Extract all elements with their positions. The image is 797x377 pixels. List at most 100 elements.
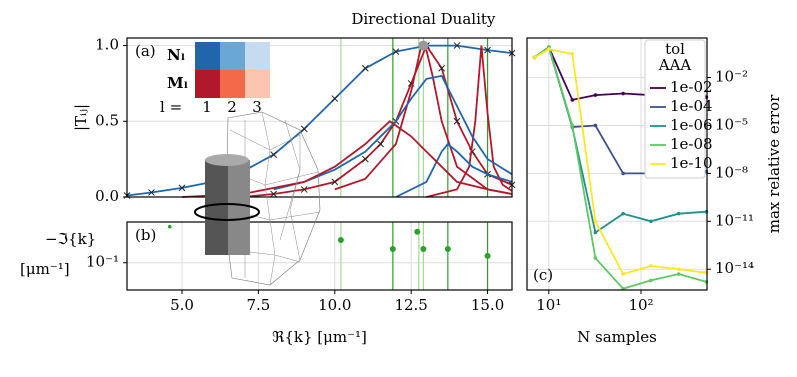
point-marker: [331, 178, 339, 186]
point-marker: [361, 155, 369, 163]
cylinder-shade: [228, 160, 250, 255]
rotation-arrow: [194, 203, 260, 221]
x-tick-label: 7.5: [246, 296, 270, 314]
y-tick-label: 10⁻⁸: [715, 163, 748, 181]
annotation-marker: [418, 40, 429, 51]
y-tick-label: 10⁻¹⁴: [715, 259, 754, 277]
panel-label: (a): [135, 42, 156, 60]
x-axis-label: N samples: [577, 328, 657, 346]
point-marker: [438, 64, 446, 72]
series-line: [126, 44, 513, 197]
point: [414, 228, 421, 235]
point-marker: [676, 272, 681, 276]
point-marker: [676, 211, 681, 216]
legend-column-label: 2: [227, 98, 237, 116]
point-marker: [621, 171, 625, 176]
point-marker: [270, 190, 278, 198]
legend-box: [644, 39, 706, 179]
x-tick-label: 10.0: [318, 296, 351, 314]
series-line: [534, 48, 707, 276]
point-marker: [593, 256, 598, 260]
point-marker: [570, 98, 575, 102]
series-line: [181, 120, 513, 198]
legend-label: 1e-06: [670, 116, 713, 134]
point-marker: [331, 95, 339, 102]
legend-label: 1e-10: [670, 154, 713, 172]
point-marker: [270, 151, 278, 158]
point-marker: [649, 219, 653, 224]
point-marker: [593, 93, 598, 97]
legend-swatch: [220, 70, 245, 98]
point-marker: [621, 91, 625, 96]
x-tick-label: 12.5: [394, 296, 427, 314]
point: [420, 245, 427, 252]
point-marker: [704, 280, 709, 284]
point-marker: [621, 272, 625, 276]
point-marker: [453, 117, 461, 125]
x-axis-label: ℜ{k} [μm⁻¹]: [272, 328, 367, 346]
y-tick-label: 1.0: [95, 36, 119, 54]
point-marker: [300, 186, 308, 193]
series-line: [273, 74, 513, 191]
point-marker: [300, 125, 308, 133]
y-axis-label: |Tᵢⱼ|: [72, 104, 90, 131]
legend-label: 1e-04: [670, 97, 713, 115]
point: [337, 237, 344, 244]
y-tick-label: 10⁻²: [715, 68, 748, 86]
panel-label: (c): [533, 266, 553, 284]
legend-swatch: [245, 70, 270, 98]
point-marker: [704, 209, 709, 214]
series-line: [395, 142, 513, 198]
y-tick-label: 0.0: [95, 187, 119, 205]
point-marker: [361, 64, 369, 72]
legend-swatch: [220, 42, 245, 70]
point-marker: [178, 184, 186, 192]
point-marker: [649, 264, 653, 268]
series-line: [243, 43, 513, 198]
point-marker: [377, 140, 384, 148]
point-marker: [649, 278, 653, 283]
point: [484, 252, 491, 259]
x-tick-label: 5.0: [170, 296, 194, 314]
legend-column-label: 3: [252, 98, 262, 116]
legend-row-label: Mₗ: [167, 74, 188, 92]
legend-swatch: [195, 42, 220, 70]
panel-label: (b): [135, 226, 156, 244]
point-marker: [453, 42, 461, 49]
y-tick-label: 10⁻⁵: [715, 115, 748, 133]
legend-column-label: 1: [202, 98, 212, 116]
x-tick-label: 15.0: [471, 296, 504, 314]
point-marker: [593, 123, 598, 128]
point-marker: [570, 52, 575, 56]
legend-label: 1e-08: [670, 135, 713, 153]
y-axis-label: [μm⁻¹]: [20, 260, 70, 278]
annotation: Directional Duality: [351, 10, 496, 28]
legend-row-label: Nₗ: [167, 46, 185, 64]
y-axis-label: −ℑ{k}: [45, 230, 96, 248]
point-marker: [148, 189, 155, 196]
point: [444, 245, 451, 252]
y-axis-label: max relative error: [765, 94, 783, 233]
point-marker: [593, 219, 598, 224]
point: [389, 245, 396, 252]
series-line: [533, 45, 707, 290]
legend-index-label: l =: [160, 98, 182, 116]
point-marker: [570, 123, 575, 128]
point-marker: [621, 211, 625, 216]
axes-frame: [526, 37, 708, 291]
point-marker: [593, 230, 598, 235]
y-tick-label: 10⁻¹: [86, 253, 119, 271]
cylinder-top: [205, 154, 249, 166]
point-marker: [392, 48, 400, 55]
y-tick-label: 0.5: [95, 111, 119, 129]
point: [167, 224, 172, 229]
legend-swatch: [245, 42, 270, 70]
legend-label: 1e-02: [670, 78, 713, 96]
point-marker: [704, 270, 709, 275]
x-tick-label: 10¹: [536, 296, 561, 314]
legend-swatch: [195, 70, 220, 98]
point-marker: [676, 267, 681, 272]
axes-frame: [126, 221, 513, 291]
legend-title: tol: [665, 40, 685, 58]
